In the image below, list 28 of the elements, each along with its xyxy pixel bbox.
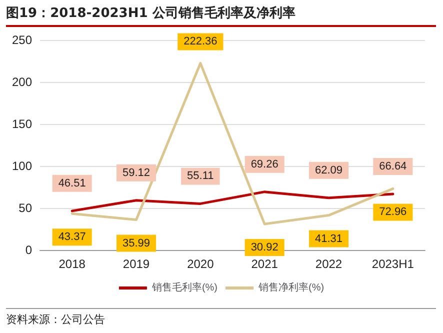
data-label: 72.96 <box>379 206 407 218</box>
x-tick-label: 2019 <box>122 257 150 271</box>
y-tick-label: 150 <box>12 117 32 131</box>
chart-title: 图19：2018-2023H1 公司销售毛利率及净利率 <box>6 4 436 27</box>
x-tick-label: 2020 <box>187 257 214 271</box>
data-label: 35.99 <box>122 237 150 250</box>
x-tick-label: 2021 <box>251 257 278 271</box>
y-tick-label: 0 <box>25 243 32 257</box>
data-label: 66.64 <box>379 160 407 173</box>
data-label: 43.37 <box>58 231 86 244</box>
y-tick-label: 50 <box>18 201 32 215</box>
data-label: 62.09 <box>314 164 343 176</box>
x-tick-label: 2023H1 <box>372 257 414 271</box>
y-tick-label: 250 <box>12 33 32 47</box>
data-label: 59.12 <box>122 166 150 179</box>
text: 资料来源：公司公告 <box>6 308 436 327</box>
data-label: 41.31 <box>314 232 343 245</box>
y-tick-label: 100 <box>12 159 32 173</box>
data-label: 55.11 <box>187 170 214 182</box>
data-label: 222.36 <box>184 36 218 48</box>
legend-label: 销售毛利率(%) <box>150 282 218 294</box>
x-tick-label: 2022 <box>315 257 342 271</box>
x-tick-label: 2018 <box>58 257 86 271</box>
data-label: 30.92 <box>250 242 278 254</box>
legend-label: 销售净利率(%) <box>258 282 324 294</box>
data-label: 69.26 <box>250 158 278 170</box>
data-label: 46.51 <box>58 177 86 190</box>
y-tick-label: 200 <box>12 75 32 89</box>
